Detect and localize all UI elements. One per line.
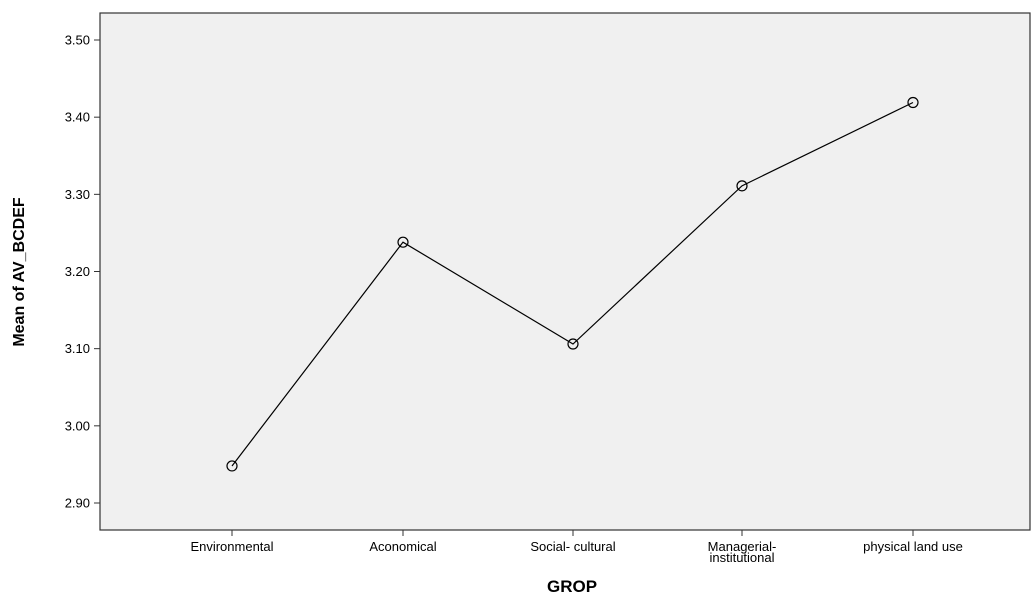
x-tick-label: Aconomical [369,539,436,554]
y-tick-label: 3.00 [65,418,90,433]
x-tick-label: Environmental [190,539,273,554]
x-axis-title: GROP [547,577,597,594]
y-tick-label: 3.50 [65,33,90,48]
x-tick-label: Social- cultural [530,539,615,554]
series [226,96,919,472]
y-tick-label: 3.40 [65,110,90,125]
y-tick-label: 3.30 [65,187,90,202]
data-point [226,460,238,472]
plot-area [99,12,1031,531]
data-point [567,338,579,350]
x-tick-label: physical land use [863,539,963,554]
y-tick-label: 3.10 [65,341,90,356]
y-axis-title: Mean of AV_BCDEF [11,197,28,347]
x-tick-label: Managerial-institutional [708,539,777,565]
data-point [907,96,919,109]
x-axis: Environmental Aconomical Social- cultural M… [190,530,963,565]
y-tick-label: 2.90 [65,495,90,510]
data-point [736,180,748,192]
data-point [397,236,409,248]
y-axis: 2.90 3.00 3.10 3.20 3.30 3.40 3.50 [65,33,100,510]
series-line [231,101,914,467]
y-tick-label: 3.20 [65,264,90,279]
